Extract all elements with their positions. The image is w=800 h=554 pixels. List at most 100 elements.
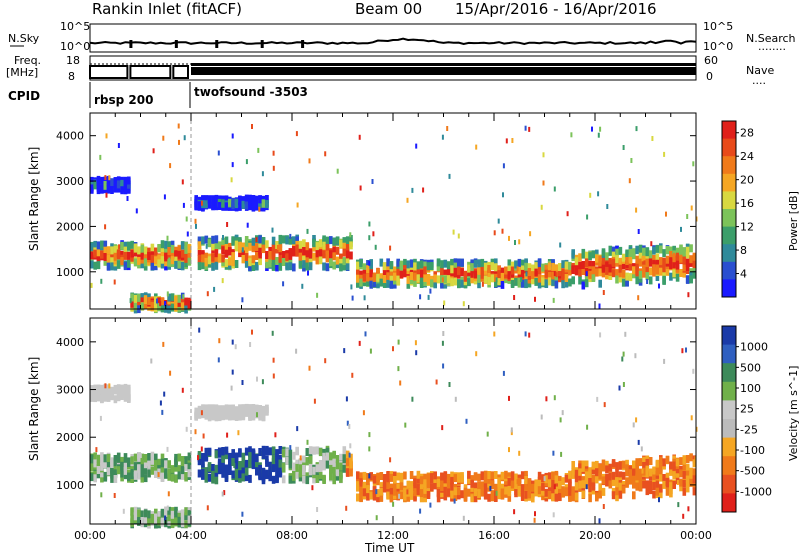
scatter-point bbox=[241, 459, 244, 465]
data-cell bbox=[255, 243, 259, 251]
data-cell bbox=[322, 262, 326, 271]
data-cell bbox=[692, 459, 697, 468]
data-cell bbox=[133, 453, 138, 462]
data-cell bbox=[332, 246, 336, 255]
data-cell bbox=[568, 261, 572, 270]
data-cell bbox=[457, 266, 461, 275]
scatter-point bbox=[415, 350, 418, 356]
data-cell bbox=[467, 488, 471, 497]
y-axis-label: Slant Range [km] bbox=[27, 147, 41, 251]
data-cell bbox=[174, 459, 178, 468]
data-cell bbox=[234, 240, 239, 249]
data-cell bbox=[106, 454, 111, 462]
data-cell bbox=[140, 244, 145, 253]
data-cell bbox=[628, 476, 633, 485]
data-cell bbox=[103, 454, 108, 463]
data-cell bbox=[409, 259, 414, 268]
scatter-point bbox=[324, 151, 327, 157]
data-cell bbox=[497, 482, 501, 491]
data-cell bbox=[228, 198, 232, 207]
data-cell bbox=[302, 260, 306, 269]
data-cell bbox=[170, 240, 175, 249]
scatter-point bbox=[206, 505, 209, 511]
scatter-point bbox=[513, 295, 516, 300]
scatter-point bbox=[308, 158, 311, 164]
data-cell bbox=[180, 466, 185, 475]
data-cell bbox=[494, 471, 498, 479]
data-cell bbox=[453, 474, 458, 483]
data-cell bbox=[685, 470, 690, 479]
scatter-point bbox=[129, 298, 132, 304]
data-cell bbox=[635, 482, 639, 491]
data-cell bbox=[110, 470, 114, 479]
scatter-point bbox=[502, 163, 505, 169]
data-cell bbox=[281, 258, 286, 266]
data-cell bbox=[581, 476, 586, 485]
data-cell bbox=[318, 239, 323, 248]
data-cell bbox=[648, 258, 653, 267]
scatter-point bbox=[528, 126, 531, 132]
data-cell bbox=[406, 260, 411, 269]
data-cell bbox=[164, 460, 168, 469]
scatter-point bbox=[690, 205, 693, 211]
scatter-point bbox=[168, 257, 171, 263]
data-cell bbox=[244, 244, 249, 253]
data-cell bbox=[457, 279, 461, 288]
x-tick-label: 20:00 bbox=[579, 529, 611, 542]
data-cell bbox=[123, 246, 128, 255]
scatter-point bbox=[624, 331, 627, 337]
data-cell bbox=[460, 258, 464, 267]
data-cell bbox=[160, 255, 165, 264]
scatter-point bbox=[687, 292, 690, 298]
scatter-point bbox=[389, 457, 392, 463]
data-cell bbox=[483, 475, 488, 484]
data-cell bbox=[180, 262, 185, 270]
data-cell bbox=[234, 406, 239, 415]
data-cell bbox=[308, 248, 313, 257]
data-cell bbox=[187, 469, 192, 478]
data-cell bbox=[642, 480, 646, 489]
data-cell bbox=[298, 458, 303, 467]
data-cell bbox=[143, 460, 148, 469]
data-cell bbox=[332, 252, 336, 261]
data-cell bbox=[302, 475, 306, 484]
data-cell bbox=[682, 470, 687, 479]
data-cell bbox=[453, 258, 458, 267]
data-cell bbox=[574, 474, 579, 483]
scatter-point bbox=[161, 409, 164, 415]
freq-block bbox=[89, 65, 129, 79]
data-cell bbox=[127, 176, 131, 185]
data-cell bbox=[652, 472, 656, 480]
scatter-point bbox=[692, 368, 695, 374]
data-cell bbox=[366, 260, 370, 268]
scatter-point bbox=[442, 331, 445, 336]
data-cell bbox=[174, 260, 178, 269]
scatter-point bbox=[358, 134, 361, 140]
data-cell bbox=[292, 263, 296, 272]
data-cell bbox=[116, 466, 121, 475]
data-cell bbox=[137, 458, 141, 467]
data-cell bbox=[251, 203, 256, 212]
data-cell bbox=[504, 486, 508, 495]
data-cell bbox=[130, 462, 134, 471]
data-cell bbox=[611, 491, 616, 500]
data-cell bbox=[416, 274, 421, 283]
data-cell bbox=[419, 476, 424, 485]
data-cell bbox=[625, 479, 629, 488]
scatter-point bbox=[164, 301, 167, 306]
nave-dots: .... bbox=[752, 74, 766, 87]
data-cell bbox=[359, 494, 363, 503]
data-cell bbox=[675, 465, 680, 474]
data-cell bbox=[662, 269, 666, 278]
scatter-point bbox=[261, 379, 264, 385]
data-cell bbox=[393, 280, 397, 289]
data-cell bbox=[281, 235, 286, 244]
scatter-point bbox=[157, 472, 160, 478]
scatter-point bbox=[230, 177, 233, 183]
data-cell bbox=[436, 258, 441, 267]
data-cell bbox=[113, 468, 118, 477]
data-cell bbox=[140, 474, 145, 483]
data-cell bbox=[342, 262, 347, 271]
scatter-point bbox=[95, 447, 98, 453]
data-cell bbox=[339, 453, 343, 462]
